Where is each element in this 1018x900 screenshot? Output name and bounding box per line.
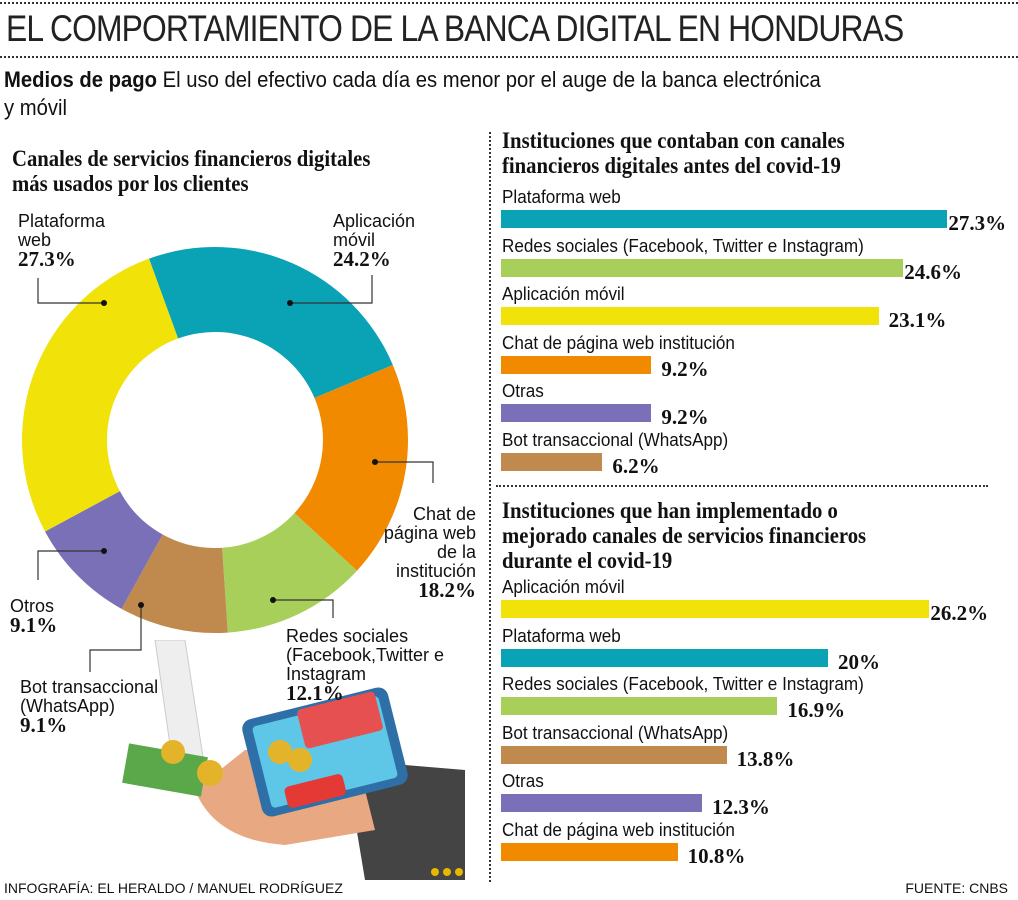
donut-label-text: Aplicación móvil xyxy=(333,211,416,250)
donut-label-text: Plataforma web xyxy=(18,211,106,250)
donut-label: Bot transaccional (WhatsApp) 9.1% xyxy=(20,677,160,737)
bar-label: Redes sociales (Facebook, Twitter e Inst… xyxy=(502,235,864,256)
donut-slice xyxy=(22,258,179,532)
bar-label: Redes sociales (Facebook, Twitter e Inst… xyxy=(502,674,864,694)
leader-line xyxy=(290,275,373,304)
subtitle: Medios de pago El uso del efectivo cada … xyxy=(4,66,832,122)
donut-slice xyxy=(294,364,408,571)
donut-chart xyxy=(22,247,434,672)
divider xyxy=(0,56,1018,58)
bar-label: Chat de página web institución xyxy=(502,332,735,353)
donut-title: Canales de servicios financieros digital… xyxy=(12,146,371,196)
bar-label: Plataforma web xyxy=(502,625,621,646)
bar-label: Bot transaccional (WhatsApp) xyxy=(502,429,729,450)
donut-label-text: Bot transaccional (WhatsApp) xyxy=(20,677,159,716)
donut-slice xyxy=(222,513,357,633)
bar-label: Aplicación móvil xyxy=(502,284,625,304)
source: FUENTE: CNBS xyxy=(905,880,1008,896)
bar xyxy=(501,258,904,277)
donut-label-value: 12.1% xyxy=(286,681,344,705)
donut-label-value: 9.1% xyxy=(20,713,68,737)
bar-value: 9.2% xyxy=(661,405,709,429)
bar-chart-2-title-text: Instituciones que han implementado o mej… xyxy=(502,498,867,573)
bar xyxy=(501,600,930,618)
leader-dot xyxy=(372,459,378,465)
leader-line xyxy=(273,599,334,618)
donut-slice xyxy=(148,247,393,399)
donut-label-value: 24.2% xyxy=(333,247,391,271)
bar-value: 24.6% xyxy=(904,259,962,284)
bar xyxy=(501,842,678,861)
bar-label: Aplicación móvil xyxy=(502,577,625,597)
donut-label: Redes sociales (Facebook,Twitter e Insta… xyxy=(286,626,486,705)
donut-label: Chat de página web de la institución 18.2… xyxy=(370,504,476,602)
bar-chart-1-title: Instituciones que contaban con canales f… xyxy=(502,128,925,178)
bar-label: Bot transaccional (WhatsApp) xyxy=(502,722,729,743)
bar-value: 12.3% xyxy=(712,795,770,819)
leader-dot xyxy=(101,548,107,554)
bar-value: 9.2% xyxy=(661,356,709,381)
column-divider xyxy=(489,132,491,882)
donut-label-text: Otros xyxy=(10,596,55,616)
bar xyxy=(501,307,879,325)
bar-value: 10.8% xyxy=(687,843,746,868)
subtitle-bold: Medios de pago xyxy=(4,67,157,92)
donut-label-value: 9.1% xyxy=(10,613,58,637)
bar xyxy=(501,355,652,374)
leader-dot xyxy=(287,300,293,306)
bar-value: 23.1% xyxy=(888,308,947,332)
bar-label: Otras xyxy=(502,771,544,791)
donut-label-text: Chat de página web de la institución xyxy=(383,504,476,581)
payment-illustration xyxy=(122,640,465,880)
bar xyxy=(501,745,727,764)
leader-line xyxy=(37,550,104,580)
bar-value: 20% xyxy=(838,649,880,674)
donut-label-value: 27.3% xyxy=(18,247,76,271)
donut-label-text: Redes sociales (Facebook,Twitter e Insta… xyxy=(286,626,445,684)
bar xyxy=(501,210,948,228)
bar xyxy=(501,794,703,812)
bar xyxy=(501,648,828,667)
donut-label: Aplicación móvil 24.2% xyxy=(333,211,433,271)
bar-value: 26.2% xyxy=(930,601,989,625)
donut-label: Otros 9.1% xyxy=(10,596,58,637)
divider xyxy=(0,2,1018,4)
donut-label-value: 18.2% xyxy=(418,578,476,602)
bar-chart-1-title-text: Instituciones que contaban con canales f… xyxy=(502,128,845,178)
bar xyxy=(501,404,652,422)
leader-line xyxy=(375,461,434,483)
subtitle-text: El uso del efectivo cada día es menor po… xyxy=(4,67,821,120)
bar-value: 27.3% xyxy=(948,211,1007,235)
leader-dot xyxy=(270,597,276,603)
bar-value: 6.2% xyxy=(612,453,660,478)
credit: INFOGRAFÍA: EL HERALDO / MANUEL RODRÍGUE… xyxy=(4,880,343,896)
divider xyxy=(496,485,988,487)
leader-dot xyxy=(101,300,107,306)
leader-dot xyxy=(138,602,144,608)
bar-label: Chat de página web institución xyxy=(502,819,735,840)
bar-value: 13.8% xyxy=(736,746,795,771)
bar-chart-2-title: Instituciones que han implementado o mej… xyxy=(502,498,925,573)
bar-label: Plataforma web xyxy=(502,187,621,207)
leader-line xyxy=(37,278,104,304)
page-title: EL COMPORTAMIENTO DE LA BANCA DIGITAL EN… xyxy=(6,8,904,49)
leader-line xyxy=(89,605,142,672)
bar xyxy=(501,697,778,715)
donut-label: Plataforma web 27.3% xyxy=(18,211,138,271)
bar-value: 16.9% xyxy=(787,698,846,722)
donut-slice xyxy=(121,534,228,633)
bar xyxy=(501,452,603,471)
bar-label: Otras xyxy=(502,381,544,401)
